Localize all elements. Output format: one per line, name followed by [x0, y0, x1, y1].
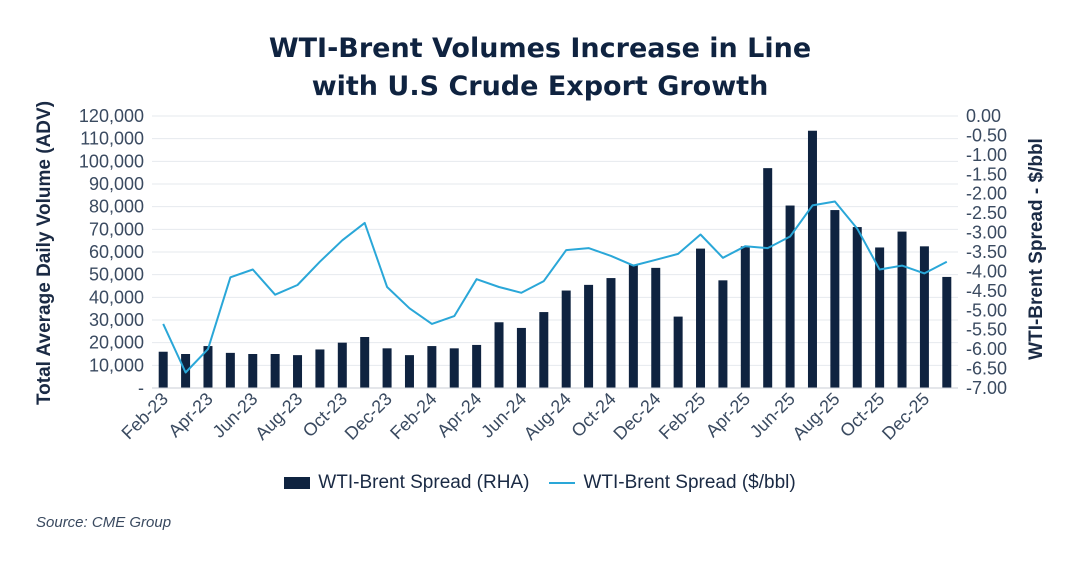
right-tick-label: -1.00 [966, 145, 1007, 165]
bar [494, 322, 504, 388]
bar [360, 337, 370, 388]
right-axis-title: WTI-Brent Spread - $/bbl [1026, 138, 1047, 360]
bar-series [158, 130, 952, 388]
x-tick-label: Apr-25 [702, 389, 754, 441]
legend-line-swatch [549, 482, 576, 484]
x-tick-label: Feb-24 [386, 389, 440, 443]
bar [696, 248, 706, 388]
bar [673, 316, 683, 388]
source-note: Source: CME Group [36, 514, 172, 531]
bar [382, 348, 392, 388]
right-tick-label: -1.50 [966, 164, 1007, 184]
bar [628, 264, 638, 388]
left-tick-label: 70,000 [89, 219, 144, 239]
x-tick-label: Apr-24 [433, 389, 485, 441]
right-tick-label: -5.50 [966, 320, 1007, 340]
spread-line [162, 200, 948, 374]
left-tick-label: 60,000 [89, 242, 144, 262]
left-axis-title: Total Average Daily Volume (ADV) [34, 101, 55, 405]
left-tick-label: 120,000 [79, 106, 144, 126]
right-tick-label: -5.00 [966, 300, 1007, 320]
bar [203, 346, 213, 388]
x-tick-label: Dec-23 [341, 389, 396, 444]
bar [516, 327, 526, 388]
right-tick-label: -4.00 [966, 261, 1007, 281]
bar [158, 351, 168, 388]
legend-item-line: WTI-Brent Spread ($/bbl) [549, 472, 796, 494]
bar [606, 278, 616, 388]
left-tick-label: 40,000 [89, 287, 144, 307]
bar [561, 290, 571, 388]
x-tick-label: Dec-24 [609, 389, 664, 444]
bar [852, 227, 862, 388]
left-tick-label: - [138, 378, 144, 398]
chart-title-line-2: with U.S Crude Export Growth [311, 71, 769, 102]
bar [897, 231, 907, 388]
x-tick-label: Apr-23 [164, 389, 216, 441]
bar [807, 130, 817, 388]
x-tick-label: Feb-23 [118, 389, 172, 443]
left-tick-label: 30,000 [89, 310, 144, 330]
bar [315, 349, 325, 388]
legend-item-bars: WTI-Brent Spread (RHA) [284, 472, 529, 494]
bar [919, 246, 929, 388]
right-tick-label: -3.00 [966, 223, 1007, 243]
bar [763, 168, 773, 388]
x-tick-label: Jun-25 [746, 389, 799, 442]
legend: WTI-Brent Spread (RHA) WTI-Brent Spread … [0, 472, 1080, 494]
right-tick-label: -2.00 [966, 184, 1007, 204]
gridlines [152, 115, 958, 389]
bar [718, 280, 728, 388]
line-series [162, 200, 948, 374]
left-tick-label: 20,000 [89, 333, 144, 353]
bar [449, 348, 459, 388]
left-tick-label: 110,000 [80, 129, 144, 149]
right-tick-label: -6.50 [966, 359, 1007, 379]
bar [584, 284, 594, 388]
right-axis: 0.00-0.50-1.00-1.50-2.00-2.50-3.00-3.50-… [966, 106, 1007, 398]
chart-title: WTI-Brent Volumes Increase in Line with … [0, 30, 1080, 106]
legend-line-label: WTI-Brent Spread ($/bbl) [583, 472, 796, 493]
x-tick-label: Feb-25 [655, 389, 709, 443]
x-tick-label: Dec-25 [878, 389, 933, 444]
bar [404, 355, 414, 388]
bar [740, 246, 750, 388]
legend-bar-swatch [284, 477, 311, 489]
bar [293, 355, 303, 388]
bar [270, 354, 280, 388]
bar [651, 267, 661, 388]
left-tick-label: 80,000 [89, 197, 144, 217]
bar [427, 346, 437, 388]
x-tick-label: Aug-25 [789, 389, 844, 444]
left-tick-label: 90,000 [89, 174, 144, 194]
bar [830, 210, 840, 388]
bar [225, 352, 235, 388]
right-tick-label: -2.50 [966, 203, 1007, 223]
bar [942, 276, 952, 388]
x-tick-label: Aug-23 [251, 389, 306, 444]
right-tick-label: -3.50 [966, 242, 1007, 262]
right-tick-label: -4.50 [966, 281, 1007, 301]
left-tick-label: 50,000 [89, 265, 144, 285]
bar [875, 247, 885, 388]
chart-title-line-1: WTI-Brent Volumes Increase in Line [268, 33, 812, 64]
bar [785, 205, 795, 388]
x-tick-label: Jun-24 [477, 389, 530, 442]
right-tick-label: -7.00 [966, 378, 1007, 398]
x-tick-label: Aug-24 [520, 389, 575, 444]
bar [539, 312, 549, 388]
bar [337, 342, 347, 388]
right-tick-label: 0.00 [966, 106, 1001, 126]
bar [472, 344, 482, 388]
right-tick-label: -6.00 [966, 339, 1007, 359]
bar [248, 354, 258, 388]
left-tick-label: 10,000 [89, 355, 144, 375]
right-tick-label: -0.50 [966, 125, 1007, 145]
x-tick-label: Jun-23 [209, 389, 262, 442]
x-axis: Feb-23Apr-23Jun-23Aug-23Oct-23Dec-23Feb-… [118, 387, 958, 444]
legend-bar-label: WTI-Brent Spread (RHA) [318, 472, 530, 493]
left-tick-label: 100,000 [79, 151, 144, 171]
